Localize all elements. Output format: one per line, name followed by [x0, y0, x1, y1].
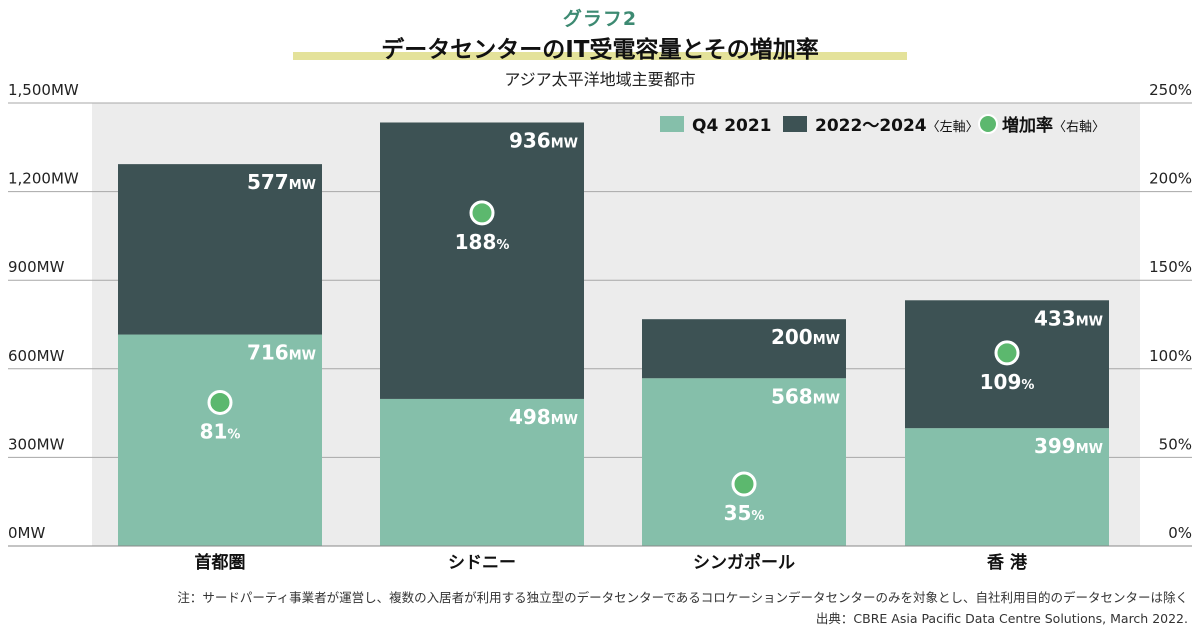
data-label-2022-2024: 200MW: [771, 325, 840, 349]
legend-swatch-2022-2024: [783, 116, 807, 132]
source-note: 出典：CBRE Asia Pacific Data Centre Solutio…: [815, 611, 1188, 626]
category-label: シドニー: [448, 553, 516, 573]
data-label-q4-2021: 716MW: [247, 341, 316, 365]
growth-rate-marker: [994, 340, 1020, 366]
growth-rate-label: 35%: [724, 501, 765, 525]
growth-rate-label: 188%: [455, 230, 510, 254]
title-highlight-bar: [293, 52, 907, 60]
growth-rate-label: 81%: [200, 419, 241, 443]
right-axis-tick-label: 0%: [1168, 524, 1192, 542]
right-axis-tick-label: 250%: [1149, 81, 1192, 99]
growth-rate-marker: [731, 471, 757, 497]
left-axis-tick-label: 0MW: [8, 524, 45, 542]
stacked-bar-chart: 0MW 300MW 600MW 900MW 1,200MW 1,500MW 0% 50% 100…: [8, 81, 1192, 573]
legend-swatch-q4-2021: [660, 116, 684, 132]
category-label: シンガポール: [693, 552, 795, 573]
left-axis-tick-label: 600MW: [8, 347, 65, 365]
data-label-2022-2024: 433MW: [1034, 306, 1103, 330]
bar-q4-2021: [642, 378, 846, 546]
data-label-2022-2024: 936MW: [509, 128, 578, 152]
legend-marker-growth-rate: [978, 114, 998, 134]
category-label: 首都圏: [195, 552, 246, 573]
bar-2022-2024: [118, 164, 322, 335]
right-axis-tick-label: 100%: [1149, 347, 1192, 365]
bar-2022-2024: [642, 319, 846, 379]
right-axis-tick-label: 150%: [1149, 258, 1192, 276]
data-label-2022-2024: 577MW: [247, 170, 316, 194]
bar-q4-2021: [118, 334, 322, 546]
graph-label: グラフ2: [562, 8, 638, 30]
bar-2022-2024: [380, 122, 584, 399]
right-axis-tick-label: 50%: [1159, 435, 1192, 453]
chart-title: データセンターのIT受電容量とその増加率: [381, 37, 819, 63]
category-label: 香 港: [987, 552, 1028, 573]
data-label-q4-2021: 568MW: [771, 384, 840, 408]
left-axis-tick-label: 300MW: [8, 435, 65, 453]
bar-q4-2021: [905, 428, 1109, 546]
growth-rate-marker: [469, 200, 495, 226]
legend-label-growth-rate: 増加率〈右軸〉: [1002, 115, 1105, 136]
legend-label-2022-2024: 2022〜2024〈左軸〉: [815, 116, 979, 136]
chart-subtitle: アジア太平洋地域主要都市: [504, 70, 696, 89]
left-axis-tick-label: 900MW: [8, 258, 65, 276]
footnote: 注：サードパーティ事業者が運営し、複数の入居者が利用する独立型のデータセンターで…: [177, 590, 1188, 605]
legend-label-q4-2021: Q4 2021: [692, 116, 772, 136]
left-axis-tick-label: 1,200MW: [8, 170, 79, 188]
bar-q4-2021: [380, 398, 584, 546]
left-axis-tick-label: 1,500MW: [8, 81, 79, 99]
growth-rate-label: 109%: [980, 370, 1035, 394]
growth-rate-marker: [207, 389, 233, 415]
data-label-q4-2021: 498MW: [509, 405, 578, 429]
data-label-q4-2021: 399MW: [1034, 434, 1103, 458]
right-axis-tick-label: 200%: [1149, 170, 1192, 188]
